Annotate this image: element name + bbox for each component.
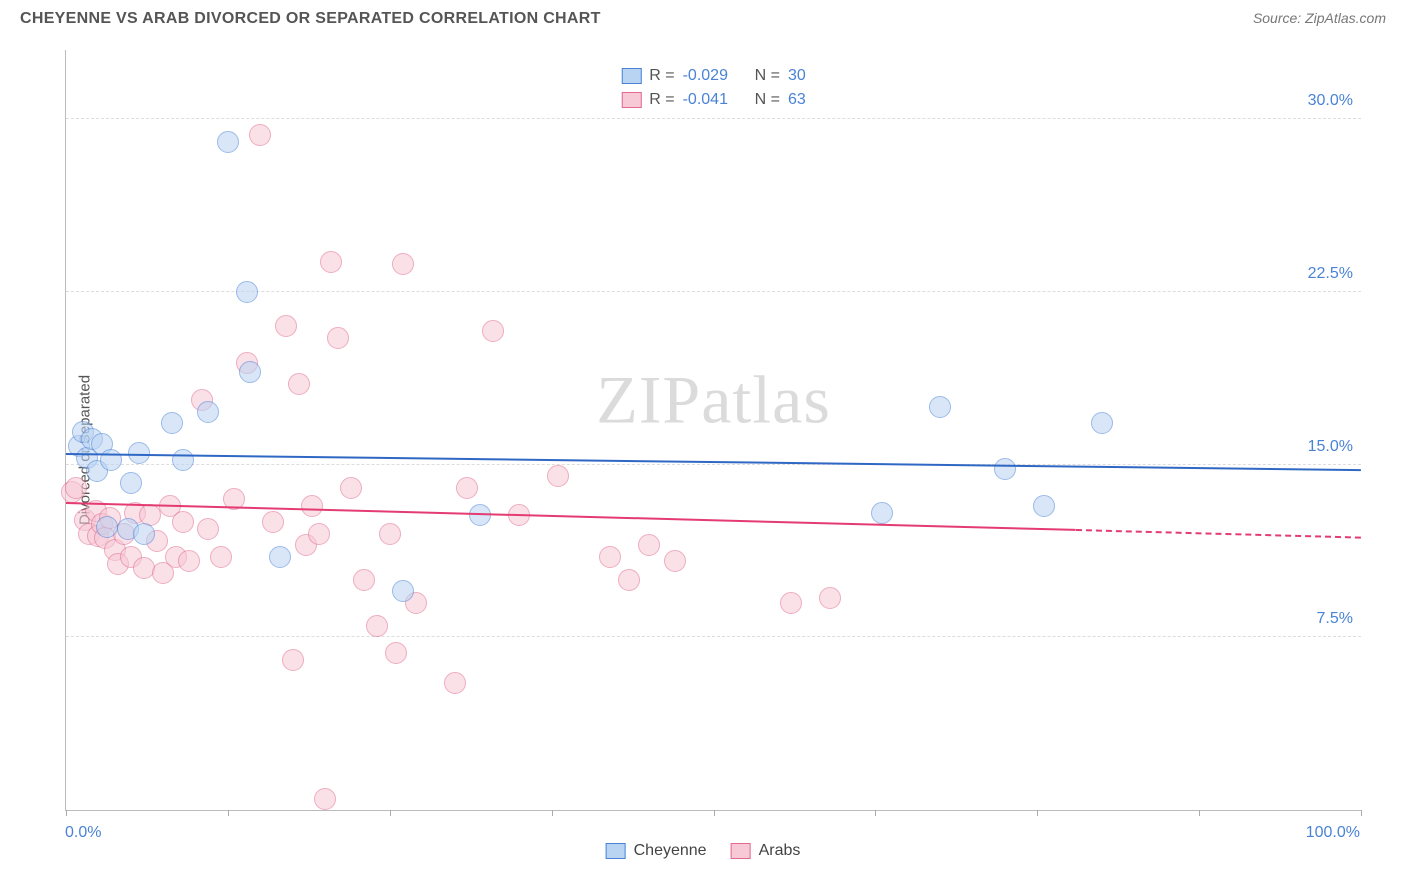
data-point (547, 465, 569, 487)
gridline (66, 291, 1361, 292)
x-tick-mark (1199, 810, 1200, 816)
chart-container: Divorced or Separated ZIPatlas R =-0.029… (20, 40, 1386, 860)
data-point (780, 592, 802, 614)
data-point (133, 523, 155, 545)
data-point (314, 788, 336, 810)
data-point (288, 373, 310, 395)
data-point (197, 518, 219, 540)
data-point (327, 327, 349, 349)
data-point (871, 502, 893, 524)
data-point (308, 523, 330, 545)
trend-line (1076, 529, 1361, 539)
y-tick-label: 22.5% (1308, 265, 1353, 283)
data-point (161, 412, 183, 434)
data-point (282, 649, 304, 671)
data-point (994, 458, 1016, 480)
chart-header: CHEYENNE VS ARAB DIVORCED OR SEPARATED C… (0, 0, 1406, 33)
x-axis-max-label: 100.0% (1306, 824, 1360, 842)
r-label: R = (649, 88, 674, 112)
data-point (385, 642, 407, 664)
y-tick-label: 7.5% (1317, 610, 1353, 628)
legend-swatch (621, 68, 641, 84)
data-point (275, 315, 297, 337)
data-point (1033, 495, 1055, 517)
data-point (236, 281, 258, 303)
data-point (444, 672, 466, 694)
gridline (66, 636, 1361, 637)
chart-source: Source: ZipAtlas.com (1253, 10, 1386, 26)
n-value: 63 (788, 88, 806, 112)
data-point (172, 449, 194, 471)
data-point (96, 516, 118, 538)
x-tick-mark (1361, 810, 1362, 816)
data-point (210, 546, 232, 568)
data-point (178, 550, 200, 572)
x-tick-mark (66, 810, 67, 816)
y-tick-label: 30.0% (1308, 92, 1353, 110)
data-point (482, 320, 504, 342)
data-point (819, 587, 841, 609)
data-point (353, 569, 375, 591)
chart-title: CHEYENNE VS ARAB DIVORCED OR SEPARATED C… (20, 10, 601, 28)
data-point (664, 550, 686, 572)
legend-swatch (731, 843, 751, 859)
watermark: ZIPatlas (596, 360, 831, 439)
legend-item: Cheyenne (606, 842, 707, 860)
data-point (392, 580, 414, 602)
data-point (172, 511, 194, 533)
x-tick-mark (1037, 810, 1038, 816)
x-axis-min-label: 0.0% (65, 824, 101, 842)
data-point (197, 401, 219, 423)
data-point (249, 124, 271, 146)
data-point (456, 477, 478, 499)
data-point (133, 557, 155, 579)
n-value: 30 (788, 64, 806, 88)
r-label: R = (649, 64, 674, 88)
gridline (66, 118, 1361, 119)
legend-item: Arabs (731, 842, 801, 860)
r-value: -0.041 (683, 88, 739, 112)
data-point (217, 131, 239, 153)
r-value: -0.029 (683, 64, 739, 88)
n-label: N = (755, 64, 780, 88)
gridline (66, 464, 1361, 465)
data-point (65, 477, 87, 499)
x-tick-mark (228, 810, 229, 816)
data-point (618, 569, 640, 591)
data-point (320, 251, 342, 273)
data-point (262, 511, 284, 533)
data-point (269, 546, 291, 568)
stats-row: R = -0.029 N = 30 (621, 64, 805, 88)
x-tick-mark (552, 810, 553, 816)
data-point (120, 472, 142, 494)
x-tick-mark (390, 810, 391, 816)
x-tick-mark (875, 810, 876, 816)
data-point (340, 477, 362, 499)
legend-swatch (606, 843, 626, 859)
data-point (1091, 412, 1113, 434)
stats-legend: R = -0.029 N = 30 R = -0.041 N = 63 (611, 62, 815, 114)
data-point (239, 361, 261, 383)
data-point (929, 396, 951, 418)
legend-label: Arabs (759, 842, 801, 860)
series-legend: Cheyenne Arabs (606, 842, 801, 860)
data-point (366, 615, 388, 637)
legend-label: Cheyenne (634, 842, 707, 860)
data-point (638, 534, 660, 556)
data-point (100, 449, 122, 471)
data-point (301, 495, 323, 517)
stats-row: R = -0.041 N = 63 (621, 88, 805, 112)
data-point (379, 523, 401, 545)
trend-line (66, 453, 1361, 471)
plot-area: ZIPatlas R = -0.029 N = 30 R = -0.041 N = 63 7.… (65, 50, 1361, 811)
legend-swatch (621, 92, 641, 108)
x-tick-mark (714, 810, 715, 816)
y-tick-label: 15.0% (1308, 438, 1353, 456)
n-label: N = (755, 88, 780, 112)
data-point (599, 546, 621, 568)
data-point (392, 253, 414, 275)
